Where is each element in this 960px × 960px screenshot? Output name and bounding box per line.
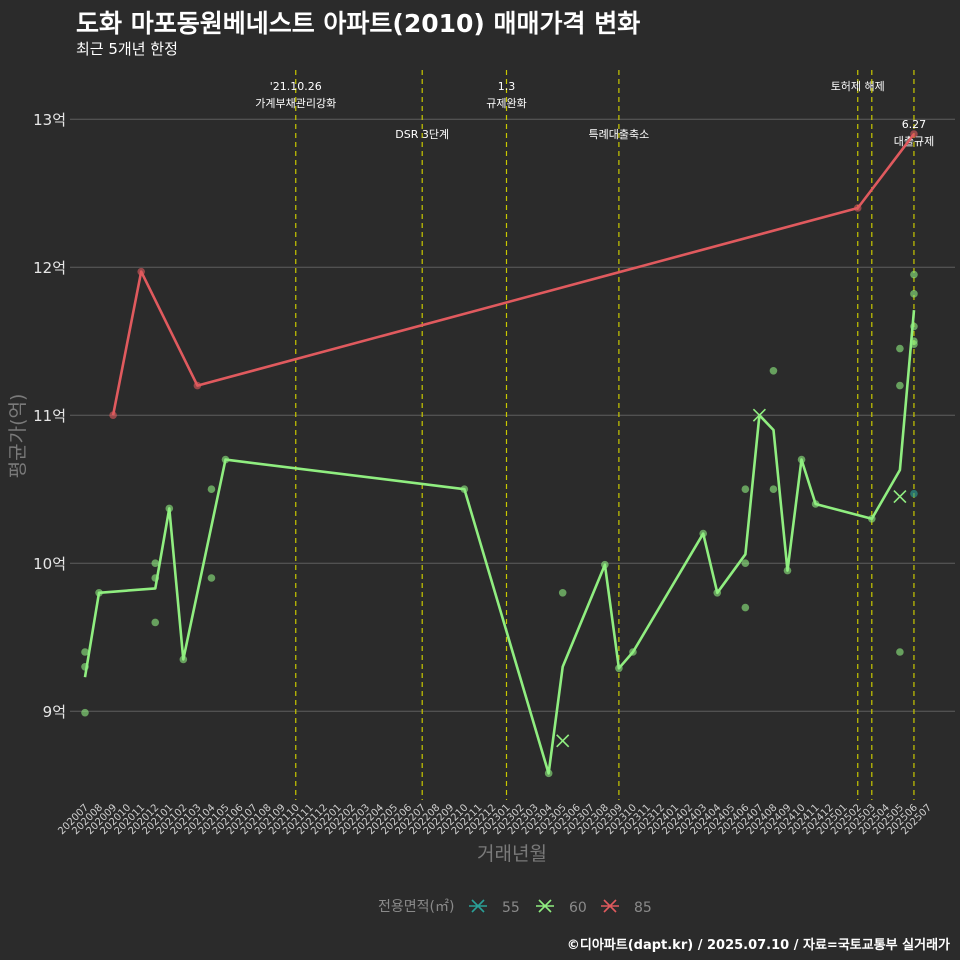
data-point — [868, 515, 876, 523]
data-point — [769, 485, 778, 494]
event-annotation: 6.27 — [902, 118, 927, 131]
x-axis-title: 거래년월 — [477, 843, 547, 865]
event-annotation: '21.10.26 — [270, 80, 322, 93]
cross-marker — [556, 734, 570, 748]
data-point — [179, 655, 188, 664]
data-point — [558, 589, 567, 597]
event-annotation: 1.3 — [498, 80, 516, 93]
y-axis-ticks: 9억 10억 11억 12억 13억 — [33, 111, 66, 721]
data-point — [151, 618, 160, 627]
y-tick-label: 10억 — [33, 555, 66, 573]
legend-key-cross — [603, 899, 617, 913]
event-annotation: 가계부채관리강화 — [255, 97, 336, 110]
chart-title: 도화 마포동원베네스트 아파트(2010) 매매가격 변화 — [76, 9, 641, 38]
y-tick-label: 13억 — [33, 111, 66, 129]
data-point — [165, 504, 174, 513]
data-point — [95, 589, 103, 597]
data-point — [151, 574, 160, 582]
chart-caption: ©디아파트(dapt.kr) / 2025.07.10 / 자료=국토교통부 실… — [566, 938, 950, 953]
data-point — [896, 344, 904, 353]
data-point — [896, 648, 904, 656]
data-point — [910, 489, 918, 498]
series-layer — [81, 130, 918, 778]
event-annotation: DSR 3단계 — [395, 128, 449, 141]
series-line-60 — [83, 309, 916, 775]
legend-item-85[interactable]: 85 — [601, 899, 652, 916]
data-point — [544, 769, 553, 778]
data-point — [910, 270, 918, 279]
data-point — [109, 411, 117, 420]
data-point — [221, 455, 230, 464]
y-tick-label: 12억 — [33, 259, 66, 277]
data-point — [910, 340, 918, 348]
event-annotation: 특례대출축소 — [589, 128, 650, 141]
data-point — [769, 367, 778, 375]
legend-label: 85 — [634, 900, 652, 916]
legend: 전용면적(㎡) 55 60 85 — [378, 899, 652, 916]
legend-label: 60 — [569, 900, 587, 916]
data-point — [741, 603, 750, 612]
y-tick-label: 9억 — [43, 703, 66, 721]
data-point — [81, 663, 89, 671]
y-tick-label: 11억 — [33, 407, 66, 425]
data-point — [193, 381, 202, 390]
cross-stroke — [556, 734, 570, 748]
legend-item-55[interactable]: 55 — [469, 899, 520, 916]
event-annotation: 토허제 해제 — [831, 79, 885, 93]
legend-label: 55 — [502, 900, 520, 916]
data-point — [896, 381, 904, 390]
series-85 — [109, 130, 918, 420]
data-point — [81, 648, 89, 656]
data-point — [910, 290, 918, 298]
data-point — [207, 485, 216, 494]
legend-item-60[interactable]: 60 — [536, 899, 587, 916]
data-point — [137, 267, 145, 276]
legend-title: 전용면적(㎡) — [378, 899, 454, 915]
legend-key-cross — [538, 899, 552, 913]
data-point — [853, 204, 862, 212]
series-60 — [81, 270, 918, 778]
cross-marker — [752, 408, 766, 422]
cross-marker — [893, 490, 907, 504]
data-point — [741, 559, 750, 567]
data-point — [713, 589, 722, 597]
data-point — [811, 500, 820, 508]
event-annotation: 규제완화 — [486, 97, 526, 110]
data-point — [601, 560, 609, 569]
y-axis-title: 평균가(억) — [7, 394, 29, 479]
cross-stroke — [752, 408, 766, 422]
x-axis-ticks: 2020072020082020092020102020112020122021… — [56, 802, 934, 837]
data-point — [629, 648, 637, 656]
series-line-85 — [111, 133, 916, 416]
data-point — [151, 559, 160, 567]
grid-layer — [70, 118, 955, 712]
data-point — [783, 566, 792, 575]
data-point — [910, 130, 918, 138]
data-point — [910, 322, 918, 331]
chart-subtitle: 최근 5개년 한정 — [76, 40, 178, 58]
data-point — [741, 485, 750, 494]
data-point — [615, 664, 623, 673]
data-point — [797, 455, 806, 464]
legend-key-cross — [471, 899, 485, 913]
cross-stroke — [893, 490, 907, 504]
event-annotation: 대출규제 — [894, 135, 934, 148]
data-point — [81, 708, 89, 717]
data-point — [699, 529, 707, 538]
series-55 — [910, 489, 918, 498]
data-point — [207, 574, 216, 582]
data-point — [460, 485, 469, 494]
